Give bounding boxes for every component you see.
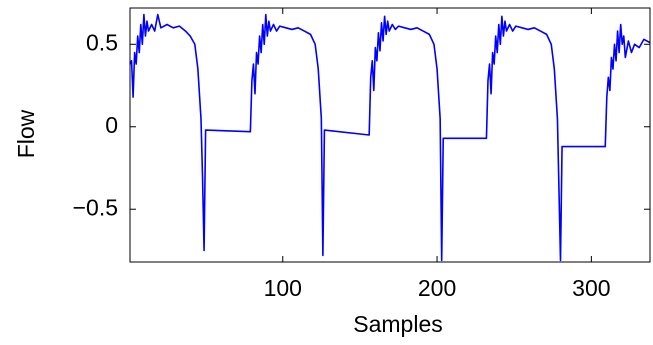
x-tick-label: 200 <box>418 275 456 301</box>
y-tick-label: 0.5 <box>86 29 118 55</box>
data-line <box>129 13 651 262</box>
y-tick-label: −0.5 <box>73 194 118 220</box>
x-tick-label: 300 <box>572 275 610 301</box>
y-axis-label: Flow <box>13 109 39 158</box>
x-tick-label: 100 <box>264 275 302 301</box>
plot-frame <box>129 7 651 263</box>
x-axis-label: Samples <box>353 311 442 337</box>
y-tick-label: 0 <box>105 112 118 138</box>
